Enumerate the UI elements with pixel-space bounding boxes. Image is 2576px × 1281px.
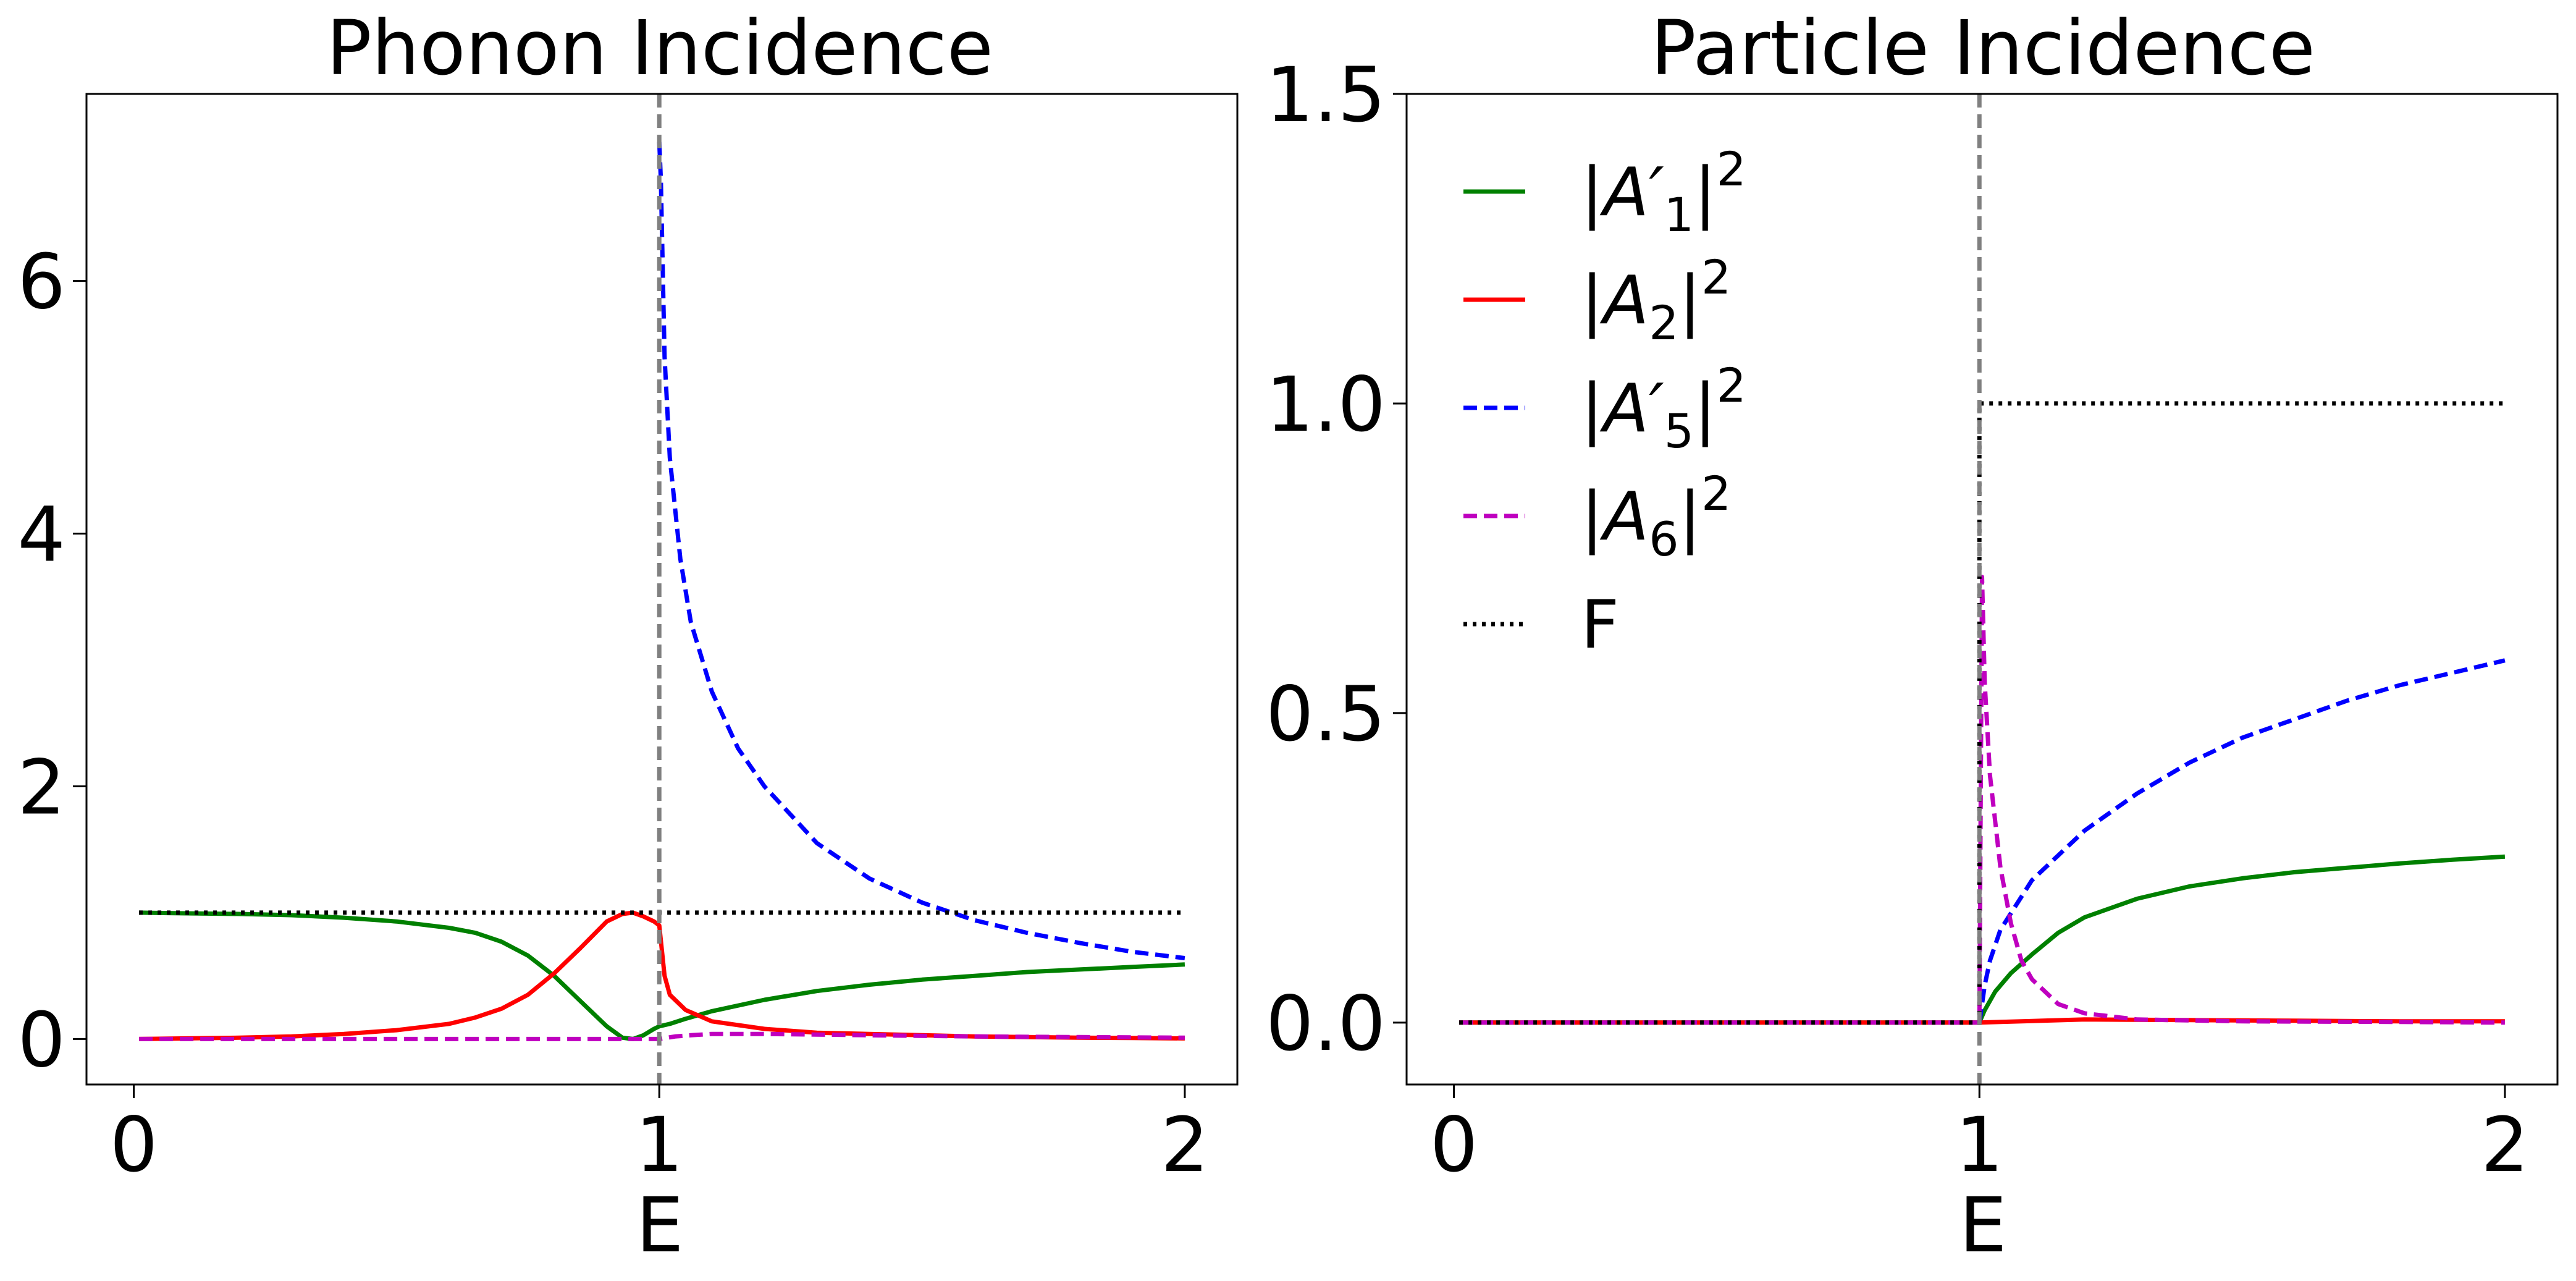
panel-particle: Particle Incidence 0 1 2 0.0 0.5 1.0 1.5 E |A… xyxy=(1266,4,2559,1269)
x-tick-label: 2 xyxy=(1161,1101,1209,1189)
y-tick-label: 1.5 xyxy=(1266,51,1386,139)
y-tick-label: 2 xyxy=(17,743,65,831)
legend-label: F xyxy=(1581,586,1619,664)
legend: |A′1|2|A2|2|A′5|2|A6|2 F xyxy=(1463,142,1746,664)
x-tick-label: 1 xyxy=(1955,1101,2003,1189)
series-line xyxy=(657,142,1185,960)
x-tick-label: 1 xyxy=(635,1101,683,1189)
x-axis-label: E xyxy=(1959,1182,2006,1269)
series-line xyxy=(1977,658,2506,1023)
x-axis-label: E xyxy=(636,1182,683,1269)
series-line xyxy=(1459,854,2506,1025)
plot-frame xyxy=(85,93,1239,1086)
legend-label: |A′5|2 xyxy=(1581,358,1746,459)
series-line xyxy=(139,1031,1185,1041)
series-line xyxy=(1459,401,2505,1025)
chart-title: Phonon Incidence xyxy=(326,4,993,92)
y-tick-label: 4 xyxy=(17,491,65,579)
plot-frame xyxy=(1405,93,2559,1086)
y-tick-label: 1.0 xyxy=(1266,361,1386,449)
series-line xyxy=(1459,575,2505,1025)
legend-label: |A6|2 xyxy=(1581,466,1731,567)
x-tick-label: 0 xyxy=(1430,1101,1478,1189)
y-tick-label: 0.0 xyxy=(1266,980,1386,1068)
chart-title: Particle Incidence xyxy=(1651,4,2315,92)
x-tick-label: 0 xyxy=(110,1101,158,1189)
legend-label: |A2|2 xyxy=(1581,250,1731,350)
y-tick-label: 0 xyxy=(17,996,65,1084)
x-tick-label: 2 xyxy=(2481,1101,2529,1189)
y-tick-label: 0.5 xyxy=(1266,670,1386,758)
y-tick-label: 6 xyxy=(17,239,65,326)
panel-phonon: Phonon Incidence 0 1 2 0 2 4 6 E xyxy=(17,4,1239,1269)
legend-label: |A′1|2 xyxy=(1581,142,1746,242)
